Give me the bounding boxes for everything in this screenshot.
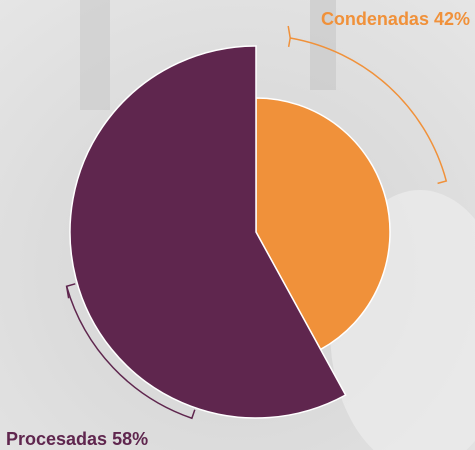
plot: Condenadas 42% Procesadas 58% — [6, 9, 470, 449]
label-bracket — [287, 37, 448, 185]
pie-slice — [69, 45, 347, 419]
label-connector — [65, 286, 70, 299]
value-label: 42% — [434, 9, 470, 29]
category-label: Condenadas — [321, 9, 429, 29]
slice-label: Procesadas 58% — [6, 429, 148, 449]
category-label: Procesadas — [6, 429, 107, 449]
pie-slice — [255, 97, 391, 351]
label-bracket — [65, 283, 196, 420]
background-shape — [80, 0, 110, 110]
value-label: 58% — [112, 429, 148, 449]
label-connector — [287, 25, 291, 39]
background-shape — [310, 0, 336, 90]
slice-label: Condenadas 42% — [321, 9, 470, 29]
